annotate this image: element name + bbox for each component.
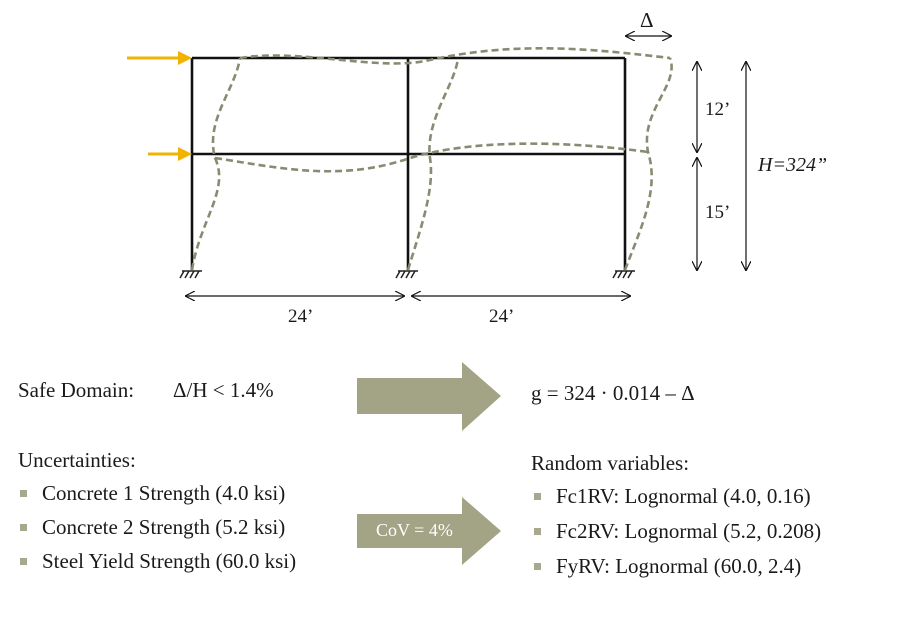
- random-variable-item: Fc2RV: Lognormal (5.2, 0.208): [556, 519, 822, 543]
- right-span-label: 24’: [489, 306, 515, 327]
- random-variables-heading: Random variables:: [531, 451, 690, 475]
- bullet: [20, 558, 27, 565]
- total-height-label: H=324”: [758, 154, 828, 176]
- uncertainty-item: Steel Yield Strength (60.0 ksi): [42, 549, 297, 573]
- bullet: [534, 528, 541, 535]
- bullet: [20, 524, 27, 531]
- lateral-load-arrows: [127, 51, 192, 161]
- implies-block-arrow: [357, 362, 501, 431]
- bullet: [534, 563, 541, 570]
- uncertainties-heading: Uncertainties:: [18, 448, 136, 472]
- cov-block-arrow: [357, 497, 501, 565]
- bullet: [20, 490, 27, 497]
- fixed-supports: [179, 270, 635, 279]
- cov-label: CoV = 4%: [376, 520, 453, 540]
- drift-label: Δ: [640, 8, 654, 32]
- upper-story-height-label: 12’: [705, 99, 731, 120]
- limit-state-function: g = 324 · 0.014 – Δ: [531, 381, 695, 405]
- bullet: [534, 493, 541, 500]
- dimension-lines: [186, 36, 746, 296]
- uncertainty-item: Concrete 1 Strength (4.0 ksi): [42, 481, 286, 505]
- lower-story-height-label: 15’: [705, 202, 731, 223]
- random-variable-item: FyRV: Lognormal (60.0, 2.4): [556, 554, 802, 578]
- deformed-shape: [190, 46, 673, 271]
- random-variable-item: Fc1RV: Lognormal (4.0, 0.16): [556, 484, 811, 508]
- uncertainty-item: Concrete 2 Strength (5.2 ksi): [42, 515, 286, 539]
- undeformed-frame: [190, 56, 627, 270]
- left-span-label: 24’: [288, 306, 314, 327]
- safe-domain-label: Safe Domain:: [18, 378, 135, 402]
- safe-domain-condition: Δ/H < 1.4%: [173, 378, 274, 402]
